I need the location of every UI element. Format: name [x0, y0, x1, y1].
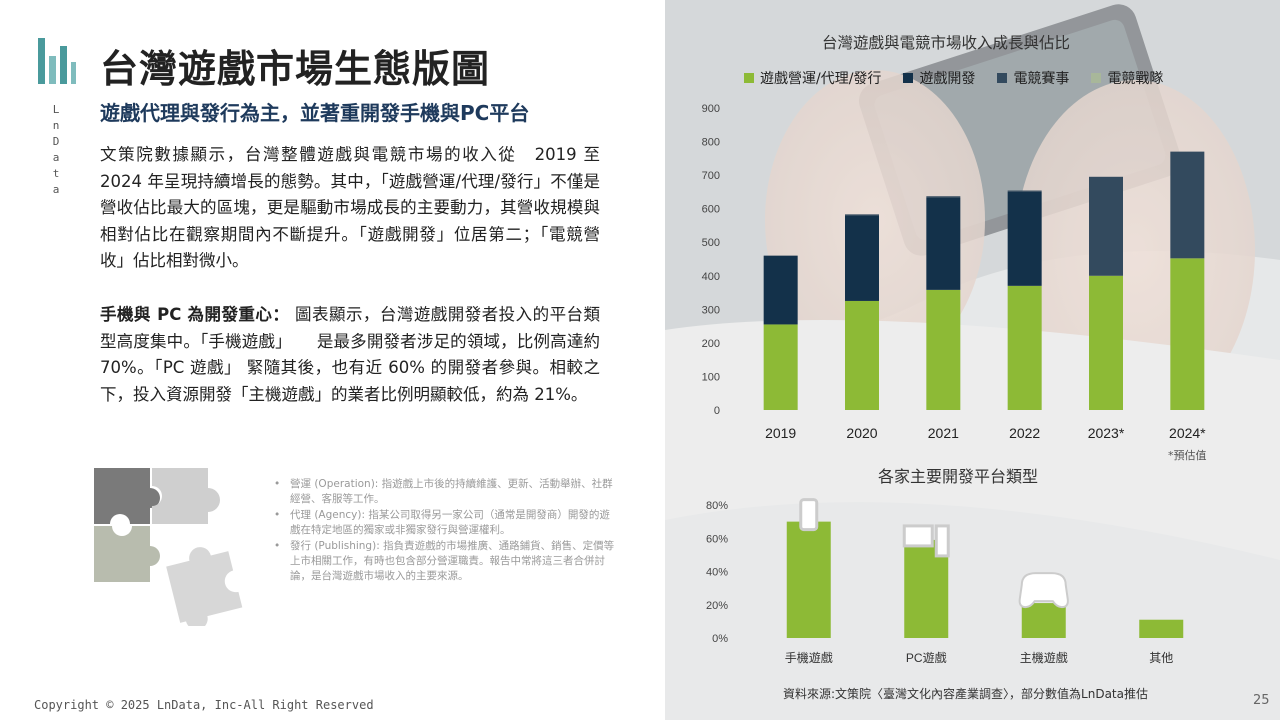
definition-agency: 代理 (Agency): 指某公司取得另一家公司（通常是開發商）開發的遊戲在特定… [274, 508, 616, 538]
definition-publishing: 發行 (Publishing): 指負責遊戲的市場推廣、通路鋪貨、銷售、定價等上… [274, 539, 616, 584]
y-tick-label: 900 [702, 103, 720, 115]
bar-segment [845, 300, 879, 410]
x-tick-label: 2019 [765, 425, 796, 441]
y-tick-label: 500 [702, 237, 720, 249]
legend-label-esports-teams: 電競戰隊 [1107, 71, 1164, 87]
x-tick-label: 2023* [1088, 425, 1125, 441]
bar-segment [1007, 190, 1042, 192]
legend-label-esports-events: 電競賽事 [1013, 71, 1070, 87]
legend-swatch-operation [744, 73, 754, 83]
bar-segment [1089, 176, 1123, 276]
x-tick-label: 2022 [1009, 425, 1040, 441]
y-tick-label: 200 [702, 338, 720, 350]
vertical-brand-letter: D [52, 135, 60, 148]
platform-chart-title: 各家主要開發平台類型 [878, 467, 1039, 486]
vertical-brand-letter: n [52, 119, 60, 132]
y-tick-label: 60% [706, 533, 728, 545]
platform-paragraph-lead: 手機與 PC 為開發重心： [100, 305, 290, 324]
y-tick-label: 40% [706, 567, 728, 579]
y-tick-label: 100 [702, 371, 720, 383]
y-tick-label: 800 [702, 137, 720, 149]
bar-segment [845, 215, 879, 301]
x-tick-label: 2021 [928, 425, 959, 441]
x-tick-label: 主機遊戲 [1020, 650, 1068, 665]
revenue-chart-legend: 遊戲營運/代理/發行 遊戲開發 電競賽事 電競戰隊 [744, 68, 1163, 88]
puzzle-icon [94, 468, 243, 626]
bar-segment [926, 196, 961, 198]
platform-paragraph-body: 圖表顯示，台灣遊戲開發者投入的平台類型高度集中。「手機遊戲」 是最多開發者涉足的… [100, 305, 600, 404]
bar-segment [926, 289, 961, 410]
vertical-brand-letter: t [52, 167, 60, 180]
bar-segment [1007, 285, 1042, 410]
bar [786, 521, 831, 638]
x-tick-label: 手機遊戲 [785, 650, 833, 665]
legend-swatch-development [903, 73, 914, 83]
y-tick-label: 0 [714, 405, 720, 417]
copyright: Copyright © 2025 LnData, Inc-All Right R… [34, 698, 374, 712]
y-tick-label: 400 [702, 271, 720, 283]
vertical-brand-letter: a [52, 183, 60, 196]
y-tick-label: 700 [702, 170, 720, 182]
bar-segment [845, 214, 879, 216]
x-tick-label: 其他 [1149, 651, 1173, 665]
bar-segment [1089, 275, 1123, 410]
x-tick-label: 2020 [846, 425, 877, 441]
mobile-phone-icon [799, 498, 819, 532]
y-tick-label: 20% [706, 600, 728, 612]
legend-item-esports-teams: 電競戰隊 [1091, 68, 1163, 88]
y-tick-label: 0% [712, 633, 728, 645]
revenue-chart-title: 台灣遊戲與電競市場收入成長與佔比 [822, 34, 1071, 52]
page-subtitle: 遊戲代理與發行為主，並著重開發手機與PC平台 [100, 101, 530, 125]
page-title: 台灣遊戲市場生態版圖 [100, 47, 491, 91]
x-tick-label: PC遊戲 [906, 650, 947, 665]
bar-segment [1007, 191, 1042, 286]
definitions-list: 營運 (Operation): 指遊戲上市後的持續維護、更新、活動舉辦、社群經營… [274, 477, 616, 585]
bar [1021, 603, 1066, 638]
platform-paragraph: 手機與 PC 為開發重心： 圖表顯示，台灣遊戲開發者投入的平台類型高度集中。「手… [100, 302, 600, 408]
legend-swatch-esports-events [997, 73, 1008, 83]
estimate-note: *預估值 [1168, 449, 1207, 462]
definition-operation: 營運 (Operation): 指遊戲上市後的持續維護、更新、活動舉辦、社群經營… [274, 477, 616, 507]
y-tick-label: 80% [706, 500, 728, 512]
vertical-brand-letter: a [52, 151, 60, 164]
lndata-logo [38, 38, 76, 84]
bar-segment [1170, 151, 1205, 259]
bar-segment [926, 197, 961, 290]
bar-segment [1170, 258, 1205, 410]
legend-label-development: 遊戲開發 [919, 71, 976, 87]
source-note: 資料來源:文策院〈臺灣文化內容產業調查〉，部分數值為LnData推估 [783, 687, 1148, 701]
legend-label-operation: 遊戲營運/代理/發行 [760, 71, 882, 87]
legend-item-esports-events: 電競賽事 [997, 68, 1069, 88]
x-tick-label: 2024* [1169, 425, 1206, 441]
bar-segment [763, 255, 798, 325]
legend-swatch-esports-teams [1091, 73, 1102, 83]
pc-icon [902, 524, 950, 558]
page-number: 25 [1253, 693, 1270, 708]
y-tick-label: 300 [702, 304, 720, 316]
bar [1139, 619, 1184, 638]
bar-segment [763, 324, 798, 410]
legend-item-development: 遊戲開發 [903, 68, 975, 88]
vertical-brand-letter: L [52, 103, 60, 116]
gamepad-icon [1018, 572, 1069, 609]
y-tick-label: 600 [702, 204, 720, 216]
legend-item-operation: 遊戲營運/代理/發行 [744, 68, 881, 88]
